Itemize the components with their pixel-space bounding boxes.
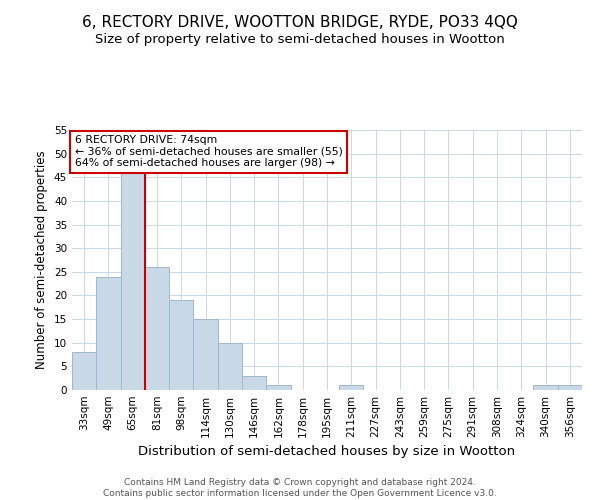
Bar [72, 352, 96, 390]
Bar [145, 267, 169, 390]
Text: Contains HM Land Registry data © Crown copyright and database right 2024.
Contai: Contains HM Land Registry data © Crown c… [103, 478, 497, 498]
Text: Size of property relative to semi-detached houses in Wootton: Size of property relative to semi-detach… [95, 32, 505, 46]
Bar [169, 300, 193, 390]
Bar [193, 319, 218, 390]
Bar [533, 386, 558, 390]
Bar [121, 172, 145, 390]
Bar [266, 386, 290, 390]
Bar [218, 342, 242, 390]
Bar [339, 386, 364, 390]
X-axis label: Distribution of semi-detached houses by size in Wootton: Distribution of semi-detached houses by … [139, 446, 515, 458]
Y-axis label: Number of semi-detached properties: Number of semi-detached properties [35, 150, 49, 370]
Bar [96, 276, 121, 390]
Text: 6 RECTORY DRIVE: 74sqm
← 36% of semi-detached houses are smaller (55)
64% of sem: 6 RECTORY DRIVE: 74sqm ← 36% of semi-det… [74, 135, 343, 168]
Text: 6, RECTORY DRIVE, WOOTTON BRIDGE, RYDE, PO33 4QQ: 6, RECTORY DRIVE, WOOTTON BRIDGE, RYDE, … [82, 15, 518, 30]
Bar [558, 386, 582, 390]
Bar [242, 376, 266, 390]
